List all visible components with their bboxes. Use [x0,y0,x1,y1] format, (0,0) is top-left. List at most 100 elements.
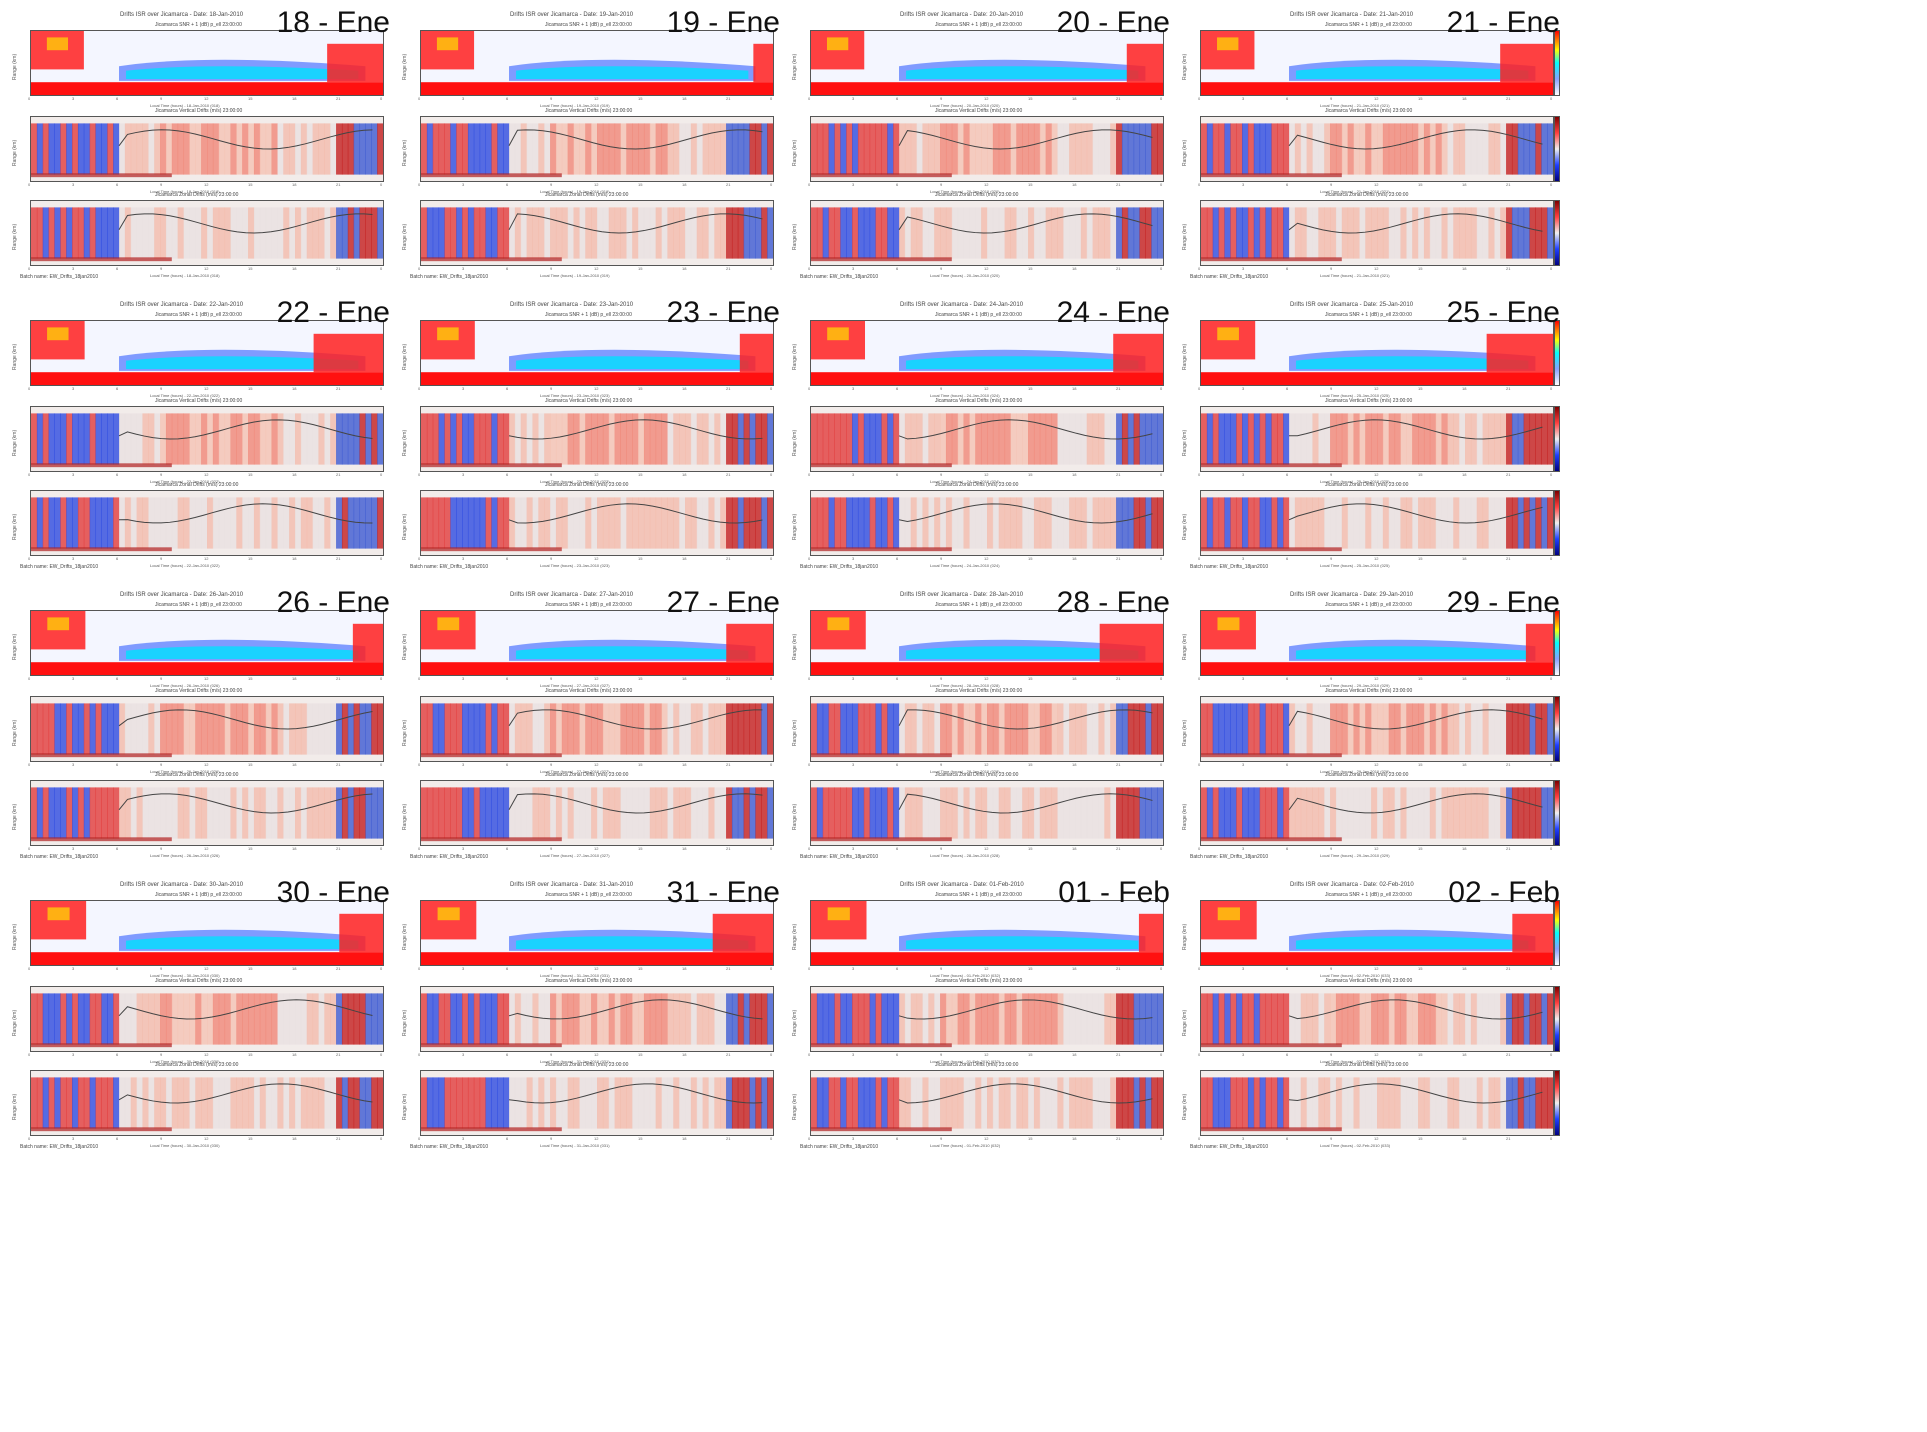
panel-title: Jicamarca Vertical Drifts (m/s) 23:00:00 [935,398,1023,404]
x-tick-label: 9 [1330,966,1333,971]
x-tick-label: 9 [1330,556,1333,561]
x-axis-label: Local Time (hours) - 22-Jan-2010 (022) [150,393,220,398]
x-axis-label: Local Time (hours) - 02-Feb-2010 (033) [1320,1143,1391,1148]
x-tick-label: 21 [726,472,731,477]
y-axis-label: Range (km) [792,139,798,166]
x-tick-label: 6 [116,1136,119,1141]
x-axis-label: Local Time (hours) - 25-Jan-2010 (025) [1320,479,1390,484]
figure-title: Drifts ISR over Jicamarca - Date: 27-Jan… [510,592,634,598]
panel-title: Jicamarca Zonal Drifts (m/s) 23:00:00 [545,482,629,488]
x-tick-label: 0 [380,1052,383,1057]
x-tick-label: 9 [550,472,553,477]
x-tick-label: 9 [1330,1052,1333,1057]
x-tick-label: 18 [682,386,687,391]
snr-panel [420,30,774,96]
x-tick-label: 12 [1374,556,1379,561]
x-axis-label: Local Time (hours) - 27-Jan-2010 (027) [540,769,610,774]
x-tick-label: 18 [292,556,297,561]
x-tick-label: 6 [1286,1136,1289,1141]
x-tick-label: 18 [682,762,687,767]
x-tick-label: 3 [852,1136,855,1141]
x-tick-label: 3 [462,966,465,971]
x-tick-label: 21 [1116,472,1121,477]
x-tick-label: 0 [28,96,31,101]
x-tick-label: 21 [336,1052,341,1057]
panel-title: Jicamarca Zonal Drifts (m/s) 23:00:00 [935,1062,1019,1068]
x-axis-label: Local Time (hours) - 25-Jan-2010 (025) [1320,393,1390,398]
x-tick-label: 3 [72,472,75,477]
figure-title: Drifts ISR over Jicamarca - Date: 19-Jan… [510,12,634,18]
x-axis-label: Local Time (hours) - 01-Feb-2010 (032) [930,1059,1001,1064]
zonal-drift-panel [810,200,1164,266]
snr-panel [1200,610,1554,676]
x-tick-label: 21 [726,966,731,971]
x-tick-label: 6 [896,846,899,851]
x-tick-label: 18 [1072,472,1077,477]
x-tick-label: 0 [418,846,421,851]
zonal-drift-panel [1200,200,1554,266]
x-tick-label: 3 [72,386,75,391]
y-axis-label: Range (km) [12,513,18,540]
x-tick-label: 3 [852,846,855,851]
x-tick-label: 9 [1330,472,1333,477]
snr-panel [420,610,774,676]
x-tick-label: 6 [116,96,119,101]
x-axis-label: Local Time (hours) - 18-Jan-2010 (018) [150,103,220,108]
x-tick-label: 21 [1116,556,1121,561]
figure-title: Drifts ISR over Jicamarca - Date: 02-Feb… [1290,882,1414,888]
x-tick-label: 3 [1242,472,1245,477]
y-axis-label: Range (km) [792,923,798,950]
x-tick-label: 18 [682,966,687,971]
day-label: 01 - Feb [1058,876,1170,909]
x-tick-label: 0 [1550,676,1553,681]
x-tick-label: 18 [1462,96,1467,101]
x-tick-label: 6 [1286,762,1289,767]
x-tick-label: 9 [1330,386,1333,391]
x-tick-label: 3 [1242,266,1245,271]
x-tick-label: 0 [1160,472,1163,477]
x-tick-label: 0 [380,966,383,971]
x-tick-label: 0 [808,676,811,681]
x-tick-label: 12 [204,676,209,681]
x-tick-label: 0 [1550,266,1553,271]
x-tick-label: 0 [418,96,421,101]
day-label: 19 - Ene [666,6,780,39]
panel-title: Jicamarca Vertical Drifts (m/s) 23:00:00 [1325,688,1413,694]
x-tick-label: 6 [896,1136,899,1141]
x-tick-label: 0 [418,1136,421,1141]
x-tick-label: 3 [1242,1136,1245,1141]
x-tick-label: 3 [72,182,75,187]
x-tick-label: 3 [852,556,855,561]
x-tick-label: 0 [1550,1052,1553,1057]
y-axis-label: Range (km) [12,343,18,370]
figure-title: Drifts ISR over Jicamarca - Date: 20-Jan… [900,12,1024,18]
x-tick-label: 6 [1286,966,1289,971]
colorbar [1554,116,1560,182]
x-tick-label: 0 [28,182,31,187]
x-tick-label: 3 [1242,966,1245,971]
y-axis-label: Range (km) [1182,923,1188,950]
panel-title: Jicamarca SNR + 1 (dB) p_ell 23:00:00 [1325,602,1412,608]
x-tick-label: 12 [594,266,599,271]
x-tick-label: 18 [1462,966,1467,971]
panel-title: Jicamarca Zonal Drifts (m/s) 23:00:00 [155,1062,239,1068]
panel-title: Jicamarca Zonal Drifts (m/s) 23:00:00 [545,772,629,778]
panel-title: Jicamarca Vertical Drifts (m/s) 23:00:00 [545,398,633,404]
zonal-drift-panel [1200,490,1554,556]
day-cell: 22 - Ene Drifts ISR over Jicamarca - Date… [10,290,390,575]
x-tick-label: 9 [160,96,163,101]
x-tick-label: 12 [594,846,599,851]
x-tick-label: 21 [1116,846,1121,851]
x-tick-label: 3 [852,762,855,767]
x-tick-label: 9 [550,556,553,561]
x-tick-label: 15 [1028,96,1033,101]
panel-title: Jicamarca SNR + 1 (dB) p_ell 23:00:00 [935,22,1022,28]
x-tick-label: 15 [248,266,253,271]
x-tick-label: 0 [1198,472,1201,477]
vertical-drift-panel [420,696,774,762]
x-tick-label: 12 [204,472,209,477]
x-tick-label: 0 [28,266,31,271]
x-axis-label: Local Time (hours) - 21-Jan-2010 (021) [1320,273,1390,278]
x-tick-label: 15 [248,966,253,971]
x-tick-label: 0 [418,1052,421,1057]
